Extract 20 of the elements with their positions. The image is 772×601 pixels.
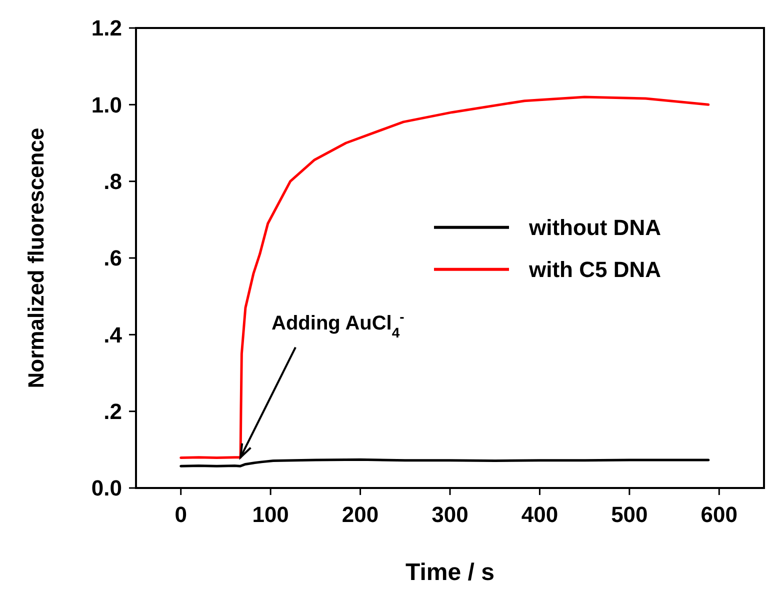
x-tick-label: 600 [700, 502, 738, 527]
x-axis-title: Time / s [406, 559, 494, 586]
legend-label: without DNA [528, 215, 662, 240]
y-tick-label: .4 [104, 322, 123, 348]
line-series [180, 458, 710, 468]
y-tick-label: 0.0 [91, 476, 122, 501]
y-tick-label: .6 [104, 246, 122, 271]
x-tick-label: 400 [521, 502, 558, 527]
y-tick-label: 1.2 [91, 16, 122, 41]
y-tick-label: .8 [104, 169, 122, 194]
x-tick-label: 500 [611, 502, 648, 527]
y-tick-label: .2 [104, 399, 122, 424]
x-tick-label: 0 [174, 502, 187, 527]
y-tick-label: 1.0 [91, 92, 122, 118]
line-series [180, 96, 710, 459]
x-tick-label: 100 [252, 502, 289, 527]
x-tick-label: 200 [342, 502, 379, 527]
y-axis-title: Normalized fluorescence [23, 128, 48, 388]
x-tick-label: 300 [432, 502, 468, 527]
legend-label: with C5 DNA [528, 257, 662, 282]
